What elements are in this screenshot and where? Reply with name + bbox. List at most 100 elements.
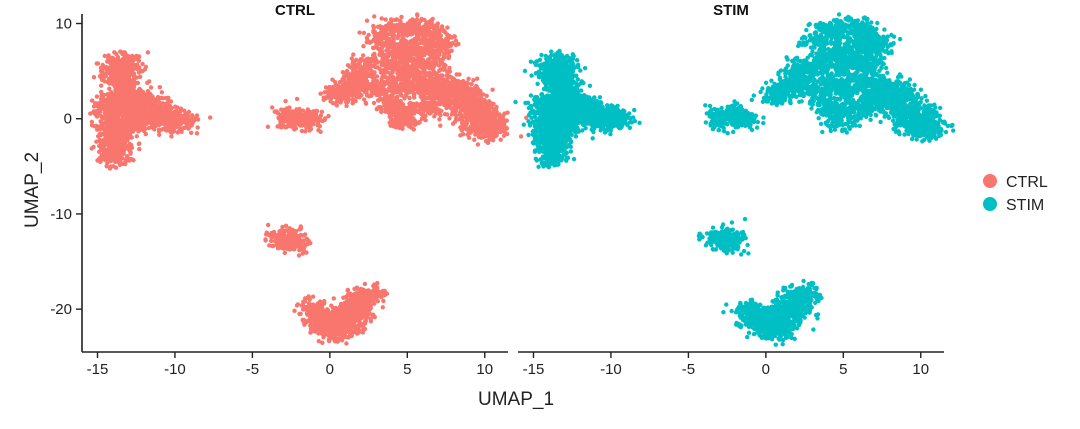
data-point	[402, 96, 407, 101]
data-point	[354, 73, 359, 78]
data-point	[488, 131, 493, 136]
data-point	[208, 115, 213, 120]
data-point	[111, 77, 117, 83]
data-point	[117, 93, 122, 98]
data-point	[122, 50, 128, 55]
data-point	[418, 53, 423, 58]
data-point	[334, 103, 339, 108]
data-point	[346, 79, 352, 84]
data-point	[112, 57, 118, 63]
data-point	[353, 65, 359, 71]
data-point	[383, 17, 388, 22]
data-point	[121, 56, 126, 61]
data-point	[311, 114, 316, 120]
data-point	[193, 115, 198, 120]
data-point	[168, 117, 174, 122]
data-point	[446, 55, 451, 61]
data-point	[361, 30, 367, 36]
data-point	[490, 87, 495, 92]
data-point	[412, 95, 417, 100]
data-point	[397, 103, 403, 108]
data-point	[148, 113, 153, 119]
data-point	[97, 74, 103, 79]
data-point	[340, 70, 346, 75]
data-point	[414, 48, 419, 53]
data-point	[89, 119, 95, 125]
data-point	[96, 158, 102, 163]
data-point	[175, 130, 180, 135]
data-point	[386, 97, 391, 103]
data-point	[279, 125, 284, 130]
data-point	[385, 38, 390, 43]
data-point	[482, 115, 488, 120]
data-point	[137, 66, 142, 71]
data-point	[123, 159, 128, 164]
data-point	[108, 127, 113, 132]
data-point	[117, 85, 123, 90]
data-point	[293, 125, 298, 130]
data-point	[265, 124, 271, 129]
data-point	[486, 121, 492, 126]
data-point	[340, 78, 346, 83]
data-point	[195, 125, 200, 130]
data-point	[415, 32, 420, 37]
point-cloud	[88, 12, 529, 346]
data-point	[292, 113, 298, 118]
data-point	[419, 37, 424, 43]
data-point	[94, 61, 99, 66]
data-point	[350, 61, 355, 66]
data-point	[373, 64, 378, 70]
data-point	[394, 22, 399, 28]
data-point	[415, 13, 420, 18]
data-point	[491, 107, 497, 112]
data-point	[285, 116, 291, 121]
data-point	[283, 98, 288, 104]
data-point	[473, 109, 478, 115]
data-point	[421, 33, 426, 39]
data-point	[375, 24, 381, 29]
data-point	[154, 98, 159, 103]
data-point	[366, 32, 371, 38]
data-point	[426, 85, 431, 90]
data-point	[288, 110, 294, 115]
data-point	[483, 139, 489, 144]
data-point	[157, 85, 162, 90]
data-point	[122, 118, 128, 123]
data-point	[347, 92, 353, 98]
data-point	[472, 122, 479, 130]
data-point	[381, 55, 387, 60]
data-point	[390, 70, 395, 75]
data-point	[135, 80, 141, 86]
data-point	[89, 98, 95, 103]
data-point	[135, 97, 143, 105]
data-point	[138, 74, 143, 80]
data-point	[134, 134, 139, 139]
data-point	[104, 134, 110, 139]
data-point	[108, 164, 114, 169]
data-point	[121, 66, 126, 72]
data-point	[383, 75, 389, 80]
data-point	[375, 86, 381, 91]
data-point	[156, 122, 162, 128]
data-point	[423, 64, 428, 69]
data-point	[422, 74, 427, 79]
data-point	[364, 87, 369, 93]
data-point	[344, 68, 350, 74]
data-point	[334, 99, 340, 104]
data-point	[115, 100, 120, 106]
data-point	[294, 107, 299, 112]
data-point	[453, 42, 459, 48]
data-point	[124, 74, 129, 79]
data-point	[299, 123, 304, 128]
data-point	[494, 113, 499, 119]
data-point	[376, 98, 381, 103]
data-point	[165, 106, 171, 112]
data-point	[114, 51, 119, 57]
data-point	[128, 151, 133, 156]
data-point	[370, 58, 375, 63]
data-point	[134, 56, 139, 62]
data-point	[105, 149, 110, 155]
data-point	[396, 99, 402, 104]
data-point	[145, 50, 151, 55]
data-point	[407, 95, 412, 101]
